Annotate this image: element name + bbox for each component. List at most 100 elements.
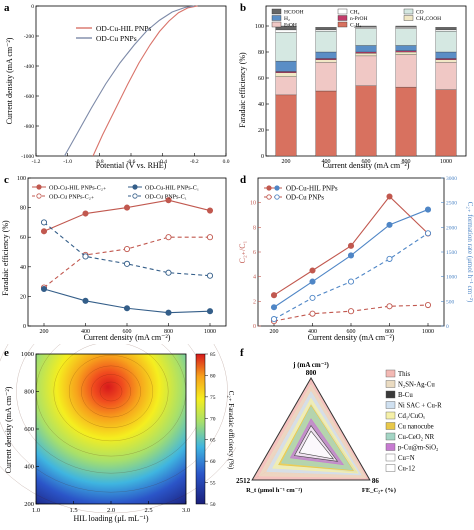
b-legend-swatch: [337, 21, 348, 28]
c-legend-label: OD-Cu PNPs-C₂₊: [49, 194, 94, 201]
b-bar-segment: [275, 76, 297, 96]
c-point: [165, 309, 172, 316]
radar-axis-title: R_t (μmol h⁻¹ cm⁻²): [246, 487, 302, 494]
d-point: [386, 303, 393, 310]
chart-d-y2ticks: 0 500 1000 1500 2000 2500 3000: [441, 176, 457, 330]
a-legend-label: OD-Cu PNPs: [96, 34, 137, 43]
chart-a-svg: a 0 -200 -400 -600 -800 -1000 -1.2 -1.0 -0.8 -0.…: [4, 2, 230, 170]
radar-legend-swatch: [385, 380, 396, 388]
panel-e-label: e: [4, 347, 9, 359]
b-bar-segment: [355, 51, 377, 54]
heatmap-contour: [90, 374, 132, 409]
c-legend-marker: [132, 184, 138, 190]
b-bar-segment: [395, 86, 417, 157]
d-point: [309, 267, 316, 274]
b-bar-segment: [435, 51, 457, 59]
b-ytick-label: 20: [258, 128, 264, 134]
c-point: [165, 234, 172, 241]
b-bar-segment: [435, 31, 457, 53]
c-ytick-label: 40: [20, 265, 26, 271]
radar-legend-label: B-Cu: [398, 392, 413, 399]
radar-legend-label: Cu-CeO₂ NR: [398, 434, 435, 441]
c-xtick-label: 800: [164, 329, 173, 335]
colorbar-tick-label: 55: [210, 481, 216, 487]
d-ytick-label: 2: [253, 299, 256, 305]
c-point: [165, 269, 172, 276]
panel-c-label: c: [4, 174, 9, 186]
d-point: [270, 316, 278, 323]
b-bar-segment: [275, 25, 297, 31]
b-bar-segment: [355, 55, 377, 86]
chart-a-xlabel: Potential (V vs. RHE): [96, 161, 167, 170]
d-ytick-label: 8: [253, 225, 256, 231]
chart-c-ylabel: Faradaic efficiency (%): [1, 220, 10, 296]
chart-b-legend: HCOOH CH₄ CO H₂ n-PrOH CH₃COOH EtOH C₂H₄: [271, 8, 441, 29]
c-point: [123, 245, 131, 253]
colorbar-tick-label: 60: [210, 459, 216, 465]
d-y2tick-label: 1000: [446, 275, 457, 281]
c-legend-label: OD-Cu-HIL PNPs-C₂₊: [49, 185, 106, 192]
radar-chart: [251, 376, 371, 481]
b-bar-segment: [395, 51, 417, 55]
a-ytick-label: -400: [24, 64, 34, 70]
d-legend-marker: [266, 185, 272, 191]
radar-legend-label: Ni SAC + Cu-R: [398, 403, 442, 410]
d-legend-label: OD-Cu PNPs: [286, 194, 324, 202]
chart-d-yticks: 0 2 4 6 8 10: [250, 201, 261, 330]
b-xtick-label: 400: [322, 159, 331, 165]
d-xtick-label: 1000: [422, 329, 434, 335]
b-legend-label: HCOOH: [284, 10, 304, 16]
chart-e-ylabel: Current density (mA cm⁻²): [4, 386, 13, 473]
a-ytick-label: -600: [24, 94, 34, 100]
b-legend-label: CH₃COOH: [416, 16, 441, 22]
b-ytick-label: 60: [258, 76, 264, 82]
heatmap-contour: [81, 365, 141, 418]
b-legend-label: CH₄: [350, 10, 360, 16]
chart-d-ylabel: C₂₊/C₁: [238, 240, 247, 263]
radar-legend-label: Cu nanocube: [398, 424, 434, 431]
radar-legend-swatch: [385, 390, 396, 399]
b-legend-swatch: [271, 8, 282, 15]
c-point: [123, 305, 131, 312]
a-series-line-1: [64, 5, 195, 157]
b-bar-segment: [275, 60, 297, 72]
c-point: [40, 228, 48, 235]
c-ytick-label: 0: [23, 324, 26, 330]
radar-legend-swatch: [385, 432, 396, 441]
radar-legend-label: This: [398, 371, 410, 378]
chart-f-svg: f j (mA cm⁻²)800 86 FE_C₂₊ (%) 2512 R_t (μmo…: [236, 347, 442, 494]
d-y2tick-label: 500: [446, 299, 455, 305]
colorbar-ticks: 50 55 60 65 70 75 80 85: [205, 352, 216, 508]
chart-d-svg: d 0 2 4 6 8 10 0 500 1000 1500 2000 2500 3000 200 40…: [238, 174, 474, 342]
b-bar-segment: [355, 53, 377, 57]
panel-a-label: a: [4, 2, 10, 14]
d-point: [424, 230, 432, 237]
chart-d-xticks: 200 400 600 800 1000: [270, 323, 434, 335]
panel-f-label: f: [240, 347, 244, 359]
chart-e-yticks: 200 400 600 800 1000: [21, 351, 39, 508]
c-point: [40, 285, 48, 293]
chart-b-ylabel: Faradaic efficiency (%): [238, 52, 247, 128]
d-y2tick-label: 0: [446, 324, 449, 330]
a-ytick-label: -200: [24, 34, 34, 40]
d-ytick-label: 4: [253, 275, 256, 281]
chart-e-xticks: 1.0 1.5 2.0 2.5 3.0: [32, 501, 190, 514]
a-legend-label: OD-Cu-HIL PNPs: [96, 24, 151, 33]
b-bar-segment: [395, 45, 417, 51]
b-xtick-label: 800: [402, 159, 411, 165]
b-bar-segment: [275, 32, 297, 62]
colorbar-tick-label: 80: [210, 373, 216, 379]
radar-series-polygon-9: [298, 430, 335, 460]
heatmap-contour: [99, 381, 123, 402]
b-ytick-label: 40: [258, 102, 264, 108]
chart-a-xticks: -1.2 -1.0 -0.8 -0.6 -0.4 -0.2 0.0: [32, 153, 230, 165]
b-ytick-label: 100: [255, 24, 264, 30]
c-legend-marker: [36, 184, 42, 190]
e-xtick-label: 3.0: [182, 507, 190, 514]
radar-legend-swatch: [385, 369, 396, 378]
d-point: [424, 206, 432, 213]
e-ytick-label: 800: [24, 389, 34, 396]
b-bar-segment: [435, 58, 457, 60]
